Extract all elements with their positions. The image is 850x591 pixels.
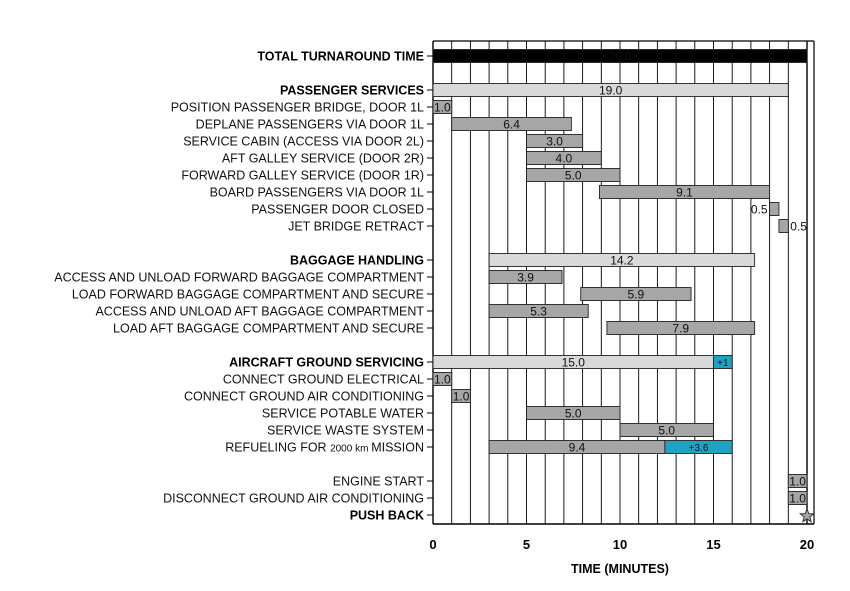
bar-engine-start	[787, 474, 808, 488]
value-label-load-aft-baggage-compartment-and-secure: 7.9	[672, 322, 689, 336]
row-label-jet-bridge-retract: JET BRIDGE RETRACT	[288, 220, 424, 234]
row-label-service-waste-system: SERVICE WASTE SYSTEM	[267, 424, 424, 438]
row-label-push-back: PUSH BACK	[350, 509, 424, 523]
row-label-engine-start: ENGINE START	[333, 475, 425, 489]
value-label-service-cabin-access-via-door-2l: 3.0	[546, 135, 563, 149]
row-label-aft-galley-service-door-2r: AFT GALLEY SERVICE (DOOR 2R)	[222, 152, 424, 166]
value-label-engine-start: 1.0	[789, 475, 806, 489]
value-label-service-potable-water: 5.0	[565, 407, 582, 421]
bar-service-waste-system	[619, 423, 714, 437]
row-label-connect-ground-electrical: CONNECT GROUND ELECTRICAL	[223, 373, 424, 387]
star-icon	[798, 507, 816, 523]
bar-deplane-passengers-via-door-1l	[451, 117, 572, 131]
value-label-aircraft-ground-servicing: 15.0	[562, 356, 586, 370]
row-label-passenger-door-closed: PASSENGER DOOR CLOSED	[251, 203, 424, 217]
bar-access-and-unload-aft-baggage-compartment	[488, 304, 589, 318]
extension-label-refueling-for: +3.6	[689, 443, 709, 454]
bar-load-forward-baggage-compartment-and-secure	[580, 287, 692, 301]
row-label-connect-ground-air-conditioning: CONNECT GROUND AIR CONDITIONING	[184, 390, 424, 404]
value-label-forward-galley-service-door-1r: 5.0	[565, 169, 582, 183]
task-labels: TOTAL TURNAROUND TIME PASSENGER SERVICES P…	[54, 50, 433, 523]
value-label-connect-ground-electrical: 1.0	[434, 373, 451, 387]
value-label-disconnect-ground-air-conditioning: 1.0	[789, 492, 806, 506]
value-label-jet-bridge-retract: 0.5	[790, 220, 807, 234]
x-tick-label: 5	[523, 537, 530, 552]
value-label-passenger-services: 19.0	[599, 84, 623, 98]
value-label-deplane-passengers-via-door-1l: 6.4	[503, 118, 520, 132]
row-label-disconnect-ground-air-conditioning: DISCONNECT GROUND AIR CONDITIONING	[163, 492, 424, 506]
extension-bar-refueling-for	[664, 440, 733, 454]
row-label-load-forward-baggage-compartment-and-secure: LOAD FORWARD BAGGAGE COMPARTMENT AND SEC…	[72, 288, 424, 302]
value-label-position-passenger-bridge-door-1l: 1.0	[434, 101, 451, 115]
value-label-aft-galley-service-door-2r: 4.0	[556, 152, 573, 166]
bar-passenger-door-closed	[769, 202, 780, 216]
value-label-baggage-handling: 14.2	[610, 254, 634, 268]
extension-label-aircraft-ground-servicing: +1	[717, 358, 729, 369]
x-tick-label: 0	[429, 537, 436, 552]
row-label-total-turnaround-time: TOTAL TURNAROUND TIME	[257, 50, 424, 64]
bar-service-cabin-access-via-door-2l	[526, 134, 584, 148]
value-label-access-and-unload-aft-baggage-compartment: 5.3	[530, 305, 547, 319]
bar-jet-bridge-retract	[778, 219, 789, 233]
row-label-forward-galley-service-door-1r: FORWARD GALLEY SERVICE (DOOR 1R)	[181, 169, 424, 183]
x-axis: 0 5 10 15 20	[429, 537, 814, 552]
bar-load-aft-baggage-compartment-and-secure	[606, 321, 756, 335]
x-axis-title: TIME (MINUTES)	[571, 562, 669, 576]
row-label-access-and-unload-aft-baggage-compartment: ACCESS AND UNLOAD AFT BAGGAGE COMPARTMEN…	[95, 305, 424, 319]
value-label-load-forward-baggage-compartment-and-secure: 5.9	[628, 288, 645, 302]
extension-bar-aircraft-ground-servicing	[713, 355, 733, 369]
gantt-bars: 20.0 19.0 1.0 6.4 3.0 4.0 5.0 9.1 0.5 0.5 14.2 3.9 5…	[432, 49, 816, 523]
value-label-connect-ground-air-conditioning: 1.0	[453, 390, 470, 404]
bar-aft-galley-service-door-2r	[526, 151, 602, 165]
row-label-aircraft-ground-servicing: AIRCRAFT GROUND SERVICING	[229, 356, 424, 370]
row-label-load-aft-baggage-compartment-and-secure: LOAD AFT BAGGAGE COMPARTMENT AND SECURE	[113, 322, 424, 336]
x-tick-label: 20	[800, 537, 814, 552]
row-label-deplane-passengers-via-door-1l: DEPLANE PASSENGERS VIA DOOR 1L	[196, 118, 424, 132]
value-label-total-turnaround-time: 20.0	[608, 50, 632, 64]
bar-forward-galley-service-door-1r	[526, 168, 621, 182]
bar-disconnect-ground-air-conditioning	[787, 491, 808, 505]
row-label-passenger-services: PASSENGER SERVICES	[280, 84, 424, 98]
value-label-refueling-for: 9.4	[569, 441, 586, 455]
row-label-refueling-for: REFUELING FOR 2000 km MISSION	[225, 441, 424, 455]
row-label-service-cabin-access-via-door-2l: SERVICE CABIN (ACCESS VIA DOOR 2L)	[183, 135, 424, 149]
value-label-service-waste-system: 5.0	[658, 424, 675, 438]
row-label-baggage-handling: BAGGAGE HANDLING	[290, 254, 424, 268]
value-label-board-passengers-via-door-1l: 9.1	[676, 186, 693, 200]
row-label-position-passenger-bridge-door-1l: POSITION PASSENGER BRIDGE, DOOR 1L	[171, 101, 424, 115]
row-label-service-potable-water: SERVICE POTABLE WATER	[262, 407, 424, 421]
row-label-board-passengers-via-door-1l: BOARD PASSENGERS VIA DOOR 1L	[210, 186, 424, 200]
row-label-access-and-unload-forward-baggage-compartment: ACCESS AND UNLOAD FORWARD BAGGAGE COMPAR…	[54, 271, 424, 285]
x-tick-label: 10	[613, 537, 627, 552]
bar-access-and-unload-forward-baggage-compartment	[488, 270, 563, 284]
x-tick-label: 15	[706, 537, 720, 552]
value-label-passenger-door-closed: 0.5	[751, 203, 768, 217]
bar-baggage-handling	[488, 253, 756, 267]
bar-board-passengers-via-door-1l	[598, 185, 771, 199]
value-label-access-and-unload-forward-baggage-compartment: 3.9	[517, 271, 534, 285]
bar-service-potable-water	[526, 406, 621, 420]
bar-connect-ground-air-conditioning	[451, 389, 471, 403]
